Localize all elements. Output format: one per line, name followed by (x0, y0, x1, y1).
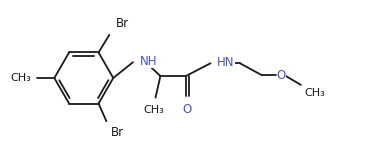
Text: HN: HN (217, 56, 235, 69)
Text: Br: Br (111, 126, 124, 139)
Text: O: O (182, 103, 191, 115)
Text: CH₃: CH₃ (305, 88, 325, 98)
Text: CH₃: CH₃ (10, 73, 31, 83)
Text: CH₃: CH₃ (143, 104, 164, 115)
Text: O: O (277, 69, 286, 82)
Text: NH: NH (140, 55, 157, 68)
Text: Br: Br (116, 17, 129, 30)
